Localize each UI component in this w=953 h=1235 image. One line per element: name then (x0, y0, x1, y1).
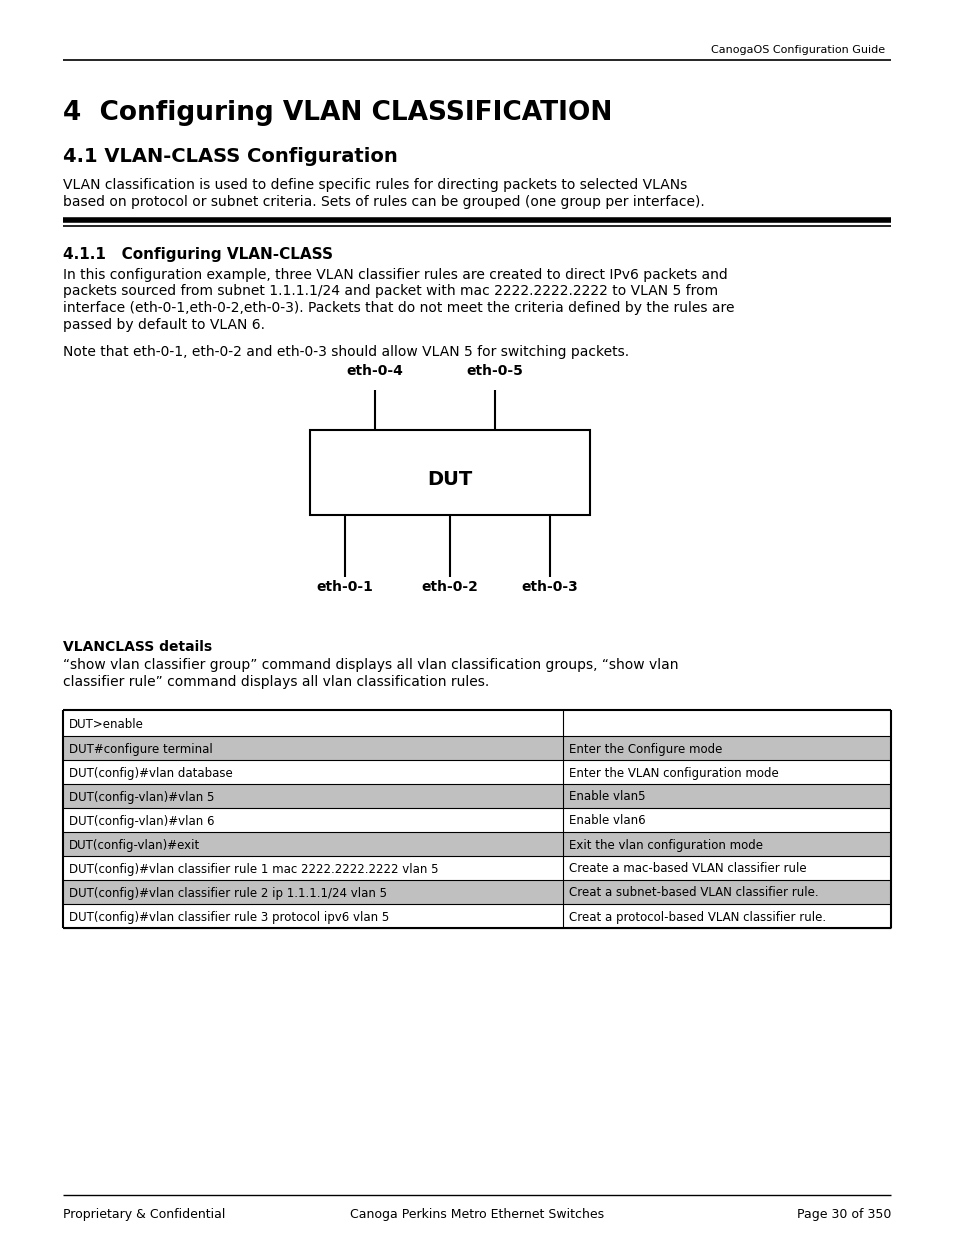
Text: DUT(config)#vlan classifier rule 1 mac 2222.2222.2222 vlan 5: DUT(config)#vlan classifier rule 1 mac 2… (69, 862, 438, 876)
Text: Enable vlan6: Enable vlan6 (568, 815, 645, 827)
Text: Proprietary & Confidential: Proprietary & Confidential (63, 1208, 225, 1221)
Bar (63, 760, 890, 784)
Text: eth-0-4: eth-0-4 (346, 364, 403, 378)
Text: DUT(config-vlan)#vlan 5: DUT(config-vlan)#vlan 5 (69, 790, 214, 804)
Text: DUT(config)#vlan classifier rule 3 protocol ipv6 vlan 5: DUT(config)#vlan classifier rule 3 proto… (69, 910, 389, 924)
Text: eth-0-1: eth-0-1 (316, 580, 373, 594)
Bar (63, 881, 890, 904)
Text: DUT(config)#vlan database: DUT(config)#vlan database (69, 767, 233, 779)
Text: Enable vlan5: Enable vlan5 (568, 790, 645, 804)
Text: eth-0-5: eth-0-5 (466, 364, 523, 378)
Bar (63, 856, 890, 881)
Text: Enter the Configure mode: Enter the Configure mode (568, 742, 721, 756)
Text: 4.1 VLAN-CLASS Configuration: 4.1 VLAN-CLASS Configuration (63, 147, 397, 165)
Bar (63, 904, 890, 927)
Text: Create a mac-based VLAN classifier rule: Create a mac-based VLAN classifier rule (568, 862, 806, 876)
Text: Enter the VLAN configuration mode: Enter the VLAN configuration mode (568, 767, 778, 779)
Bar (63, 784, 890, 808)
Text: classifier rule” command displays all vlan classification rules.: classifier rule” command displays all vl… (63, 676, 489, 689)
Text: based on protocol or subnet criteria. Sets of rules can be grouped (one group pe: based on protocol or subnet criteria. Se… (63, 195, 704, 209)
Text: DUT#configure terminal: DUT#configure terminal (69, 742, 213, 756)
Text: Page 30 of 350: Page 30 of 350 (796, 1208, 890, 1221)
Bar (63, 710, 890, 736)
Text: In this configuration example, three VLAN classifier rules are created to direct: In this configuration example, three VLA… (63, 268, 727, 282)
Text: packets sourced from subnet 1.1.1.1/24 and packet with mac 2222.2222.2222 to VLA: packets sourced from subnet 1.1.1.1/24 a… (63, 284, 718, 299)
Text: Canoga Perkins Metro Ethernet Switches: Canoga Perkins Metro Ethernet Switches (350, 1208, 603, 1221)
Text: DUT(config)#vlan classifier rule 2 ip 1.1.1.1/24 vlan 5: DUT(config)#vlan classifier rule 2 ip 1.… (69, 887, 387, 899)
Text: Note that eth-0-1, eth-0-2 and eth-0-3 should allow VLAN 5 for switching packets: Note that eth-0-1, eth-0-2 and eth-0-3 s… (63, 345, 628, 359)
Text: 4  Configuring VLAN CLASSIFICATION: 4 Configuring VLAN CLASSIFICATION (63, 100, 612, 126)
Text: DUT(config-vlan)#vlan 6: DUT(config-vlan)#vlan 6 (69, 815, 214, 827)
Text: passed by default to VLAN 6.: passed by default to VLAN 6. (63, 317, 265, 331)
Text: “show vlan classifier group” command displays all vlan classification groups, “s: “show vlan classifier group” command dis… (63, 658, 678, 672)
Text: eth-0-2: eth-0-2 (421, 580, 478, 594)
Bar (310, 430, 589, 515)
Bar (63, 736, 890, 760)
Text: 4.1.1   Configuring VLAN-CLASS: 4.1.1 Configuring VLAN-CLASS (63, 247, 333, 262)
Bar (63, 808, 890, 832)
Text: DUT(config-vlan)#exit: DUT(config-vlan)#exit (69, 839, 200, 851)
Text: CanogaOS Configuration Guide: CanogaOS Configuration Guide (710, 44, 884, 56)
Text: eth-0-3: eth-0-3 (521, 580, 578, 594)
Text: Exit the vlan configuration mode: Exit the vlan configuration mode (568, 839, 762, 851)
Text: DUT>enable: DUT>enable (69, 718, 144, 730)
Bar (63, 832, 890, 856)
Text: Creat a subnet-based VLAN classifier rule.: Creat a subnet-based VLAN classifier rul… (568, 887, 818, 899)
Text: VLAN classification is used to define specific rules for directing packets to se: VLAN classification is used to define sp… (63, 178, 686, 191)
Text: Creat a protocol-based VLAN classifier rule.: Creat a protocol-based VLAN classifier r… (568, 910, 825, 924)
Text: VLANCLASS details: VLANCLASS details (63, 640, 212, 655)
Text: DUT: DUT (427, 471, 472, 489)
Text: interface (eth-0-1,eth-0-2,eth-0-3). Packets that do not meet the criteria defin: interface (eth-0-1,eth-0-2,eth-0-3). Pac… (63, 301, 734, 315)
